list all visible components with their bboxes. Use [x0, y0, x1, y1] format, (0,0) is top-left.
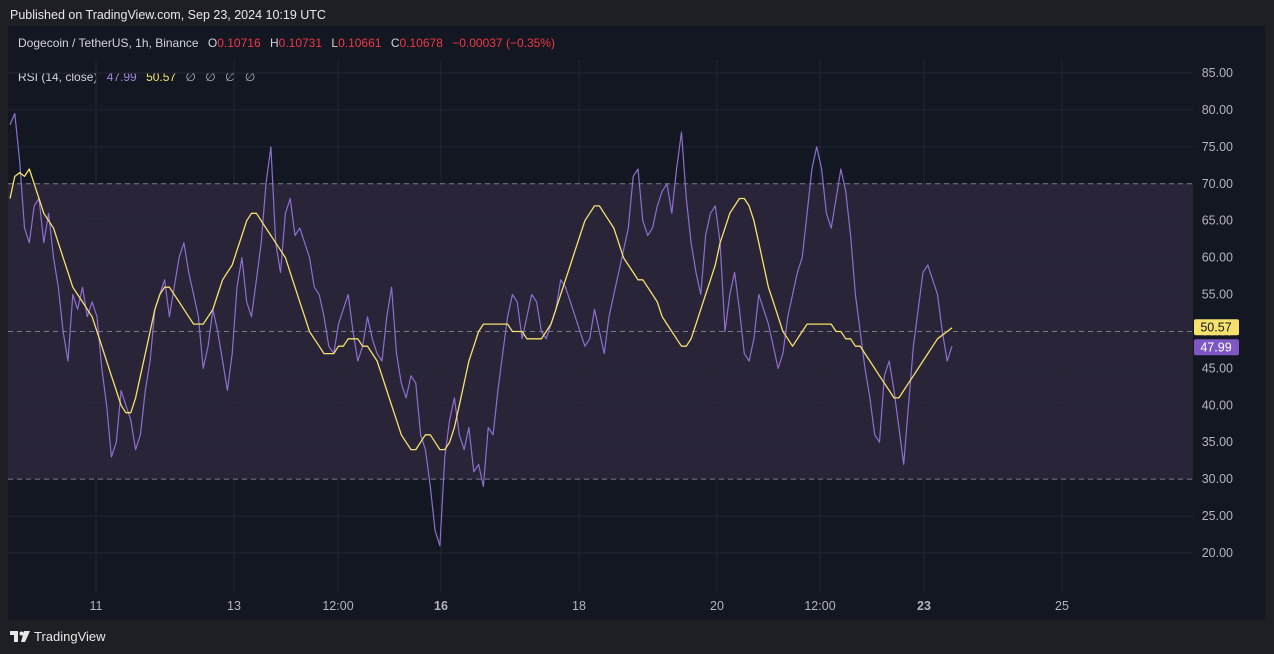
published-note: Published on TradingView.com, Sep 23, 20… [10, 8, 326, 22]
x-tick-label: 16 [434, 599, 448, 613]
empty-value-icon: ∅ [225, 70, 236, 84]
ma-last-badge [1194, 319, 1239, 336]
x-tick-label: 25 [1055, 599, 1069, 613]
x-tick-label: 12:00 [804, 599, 835, 613]
y-tick-label: 75.00 [1202, 140, 1233, 154]
y-tick-label: 40.00 [1202, 398, 1233, 412]
y-tick-label: 60.00 [1202, 251, 1233, 265]
y-tick-label: 30.00 [1202, 472, 1233, 486]
y-tick-label: 55.00 [1202, 288, 1233, 302]
x-tick-label: 11 [90, 599, 103, 613]
empty-value-icon: ∅ [244, 70, 256, 84]
brand-label: TradingView [34, 629, 106, 644]
rsi-last-label: 47.99 [1200, 340, 1231, 354]
low-value: 0.10661 [338, 36, 382, 50]
footer-brand[interactable]: TradingView [10, 629, 106, 644]
ma-last-label: 50.57 [1200, 320, 1231, 334]
high-label: H [269, 36, 279, 50]
close-label: C [390, 36, 400, 50]
empty-value-icon: ∅ [205, 70, 216, 84]
ma-line [9, 168, 953, 451]
x-tick-label: 20 [710, 599, 724, 613]
y-tick-label: 85.00 [1202, 66, 1233, 80]
y-tick-label: 25.00 [1202, 509, 1233, 523]
high-value: 0.10731 [278, 36, 323, 50]
y-tick-label: 20.00 [1202, 546, 1233, 560]
empty-value-icon: ∅ [185, 70, 196, 84]
x-tick-label: 18 [572, 599, 586, 613]
x-tick-label: 12:00 [322, 599, 353, 613]
x-tick-label: 23 [917, 599, 931, 613]
open-value: 0.10716 [217, 36, 261, 50]
y-tick-label: 80.00 [1202, 103, 1233, 117]
change-value: −0.00037 (−0.35%) [452, 36, 555, 50]
symbol-name: Dogecoin / TetherUS, 1h, Binance [18, 36, 199, 50]
y-tick-label: 65.00 [1202, 214, 1233, 228]
tradingview-logo-icon [10, 630, 30, 642]
y-tick-label: 35.00 [1202, 435, 1233, 449]
low-label: L [331, 36, 339, 50]
y-tick-label: 70.00 [1202, 177, 1233, 191]
y-tick-label: 45.00 [1202, 361, 1233, 375]
rsi-line [9, 112, 953, 547]
x-tick-label: 13 [227, 599, 241, 613]
open-label: O [207, 36, 218, 50]
symbol-legend[interactable]: Dogecoin / TetherUS, 1h, Binance O0.1071… [18, 36, 555, 50]
rsi-last-badge [1194, 339, 1239, 356]
close-value: 0.10678 [399, 36, 443, 50]
